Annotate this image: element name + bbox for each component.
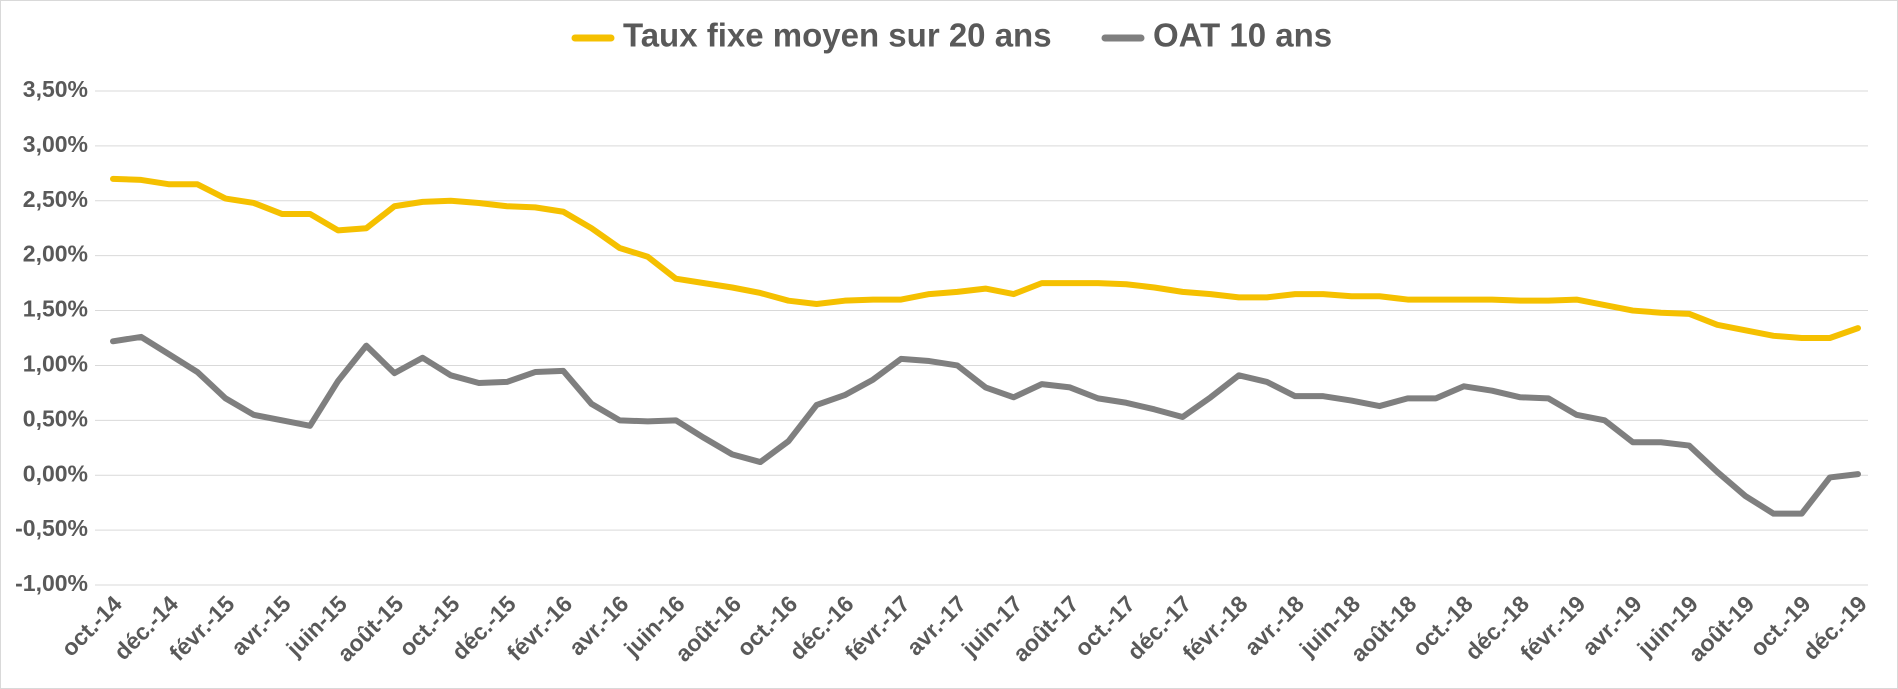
series-line <box>110 333 1861 517</box>
y-tick-label: 1,50% <box>23 296 88 322</box>
y-tick-label: 2,00% <box>23 241 88 267</box>
y-tick-label: 1,00% <box>23 351 88 377</box>
y-tick-label: 0,50% <box>23 405 88 431</box>
legend-label: Taux fixe moyen sur 20 ans <box>623 17 1052 54</box>
series-line <box>110 175 1861 341</box>
y-tick-label: -0,50% <box>15 515 88 541</box>
y-tick-label: 0,00% <box>23 460 88 486</box>
y-tick-label: 3,00% <box>23 131 88 157</box>
y-tick-label: 2,50% <box>23 186 88 212</box>
y-tick-label: -1,00% <box>15 570 88 596</box>
legend-label: OAT 10 ans <box>1153 17 1332 54</box>
y-tick-label: 3,50% <box>23 76 88 102</box>
